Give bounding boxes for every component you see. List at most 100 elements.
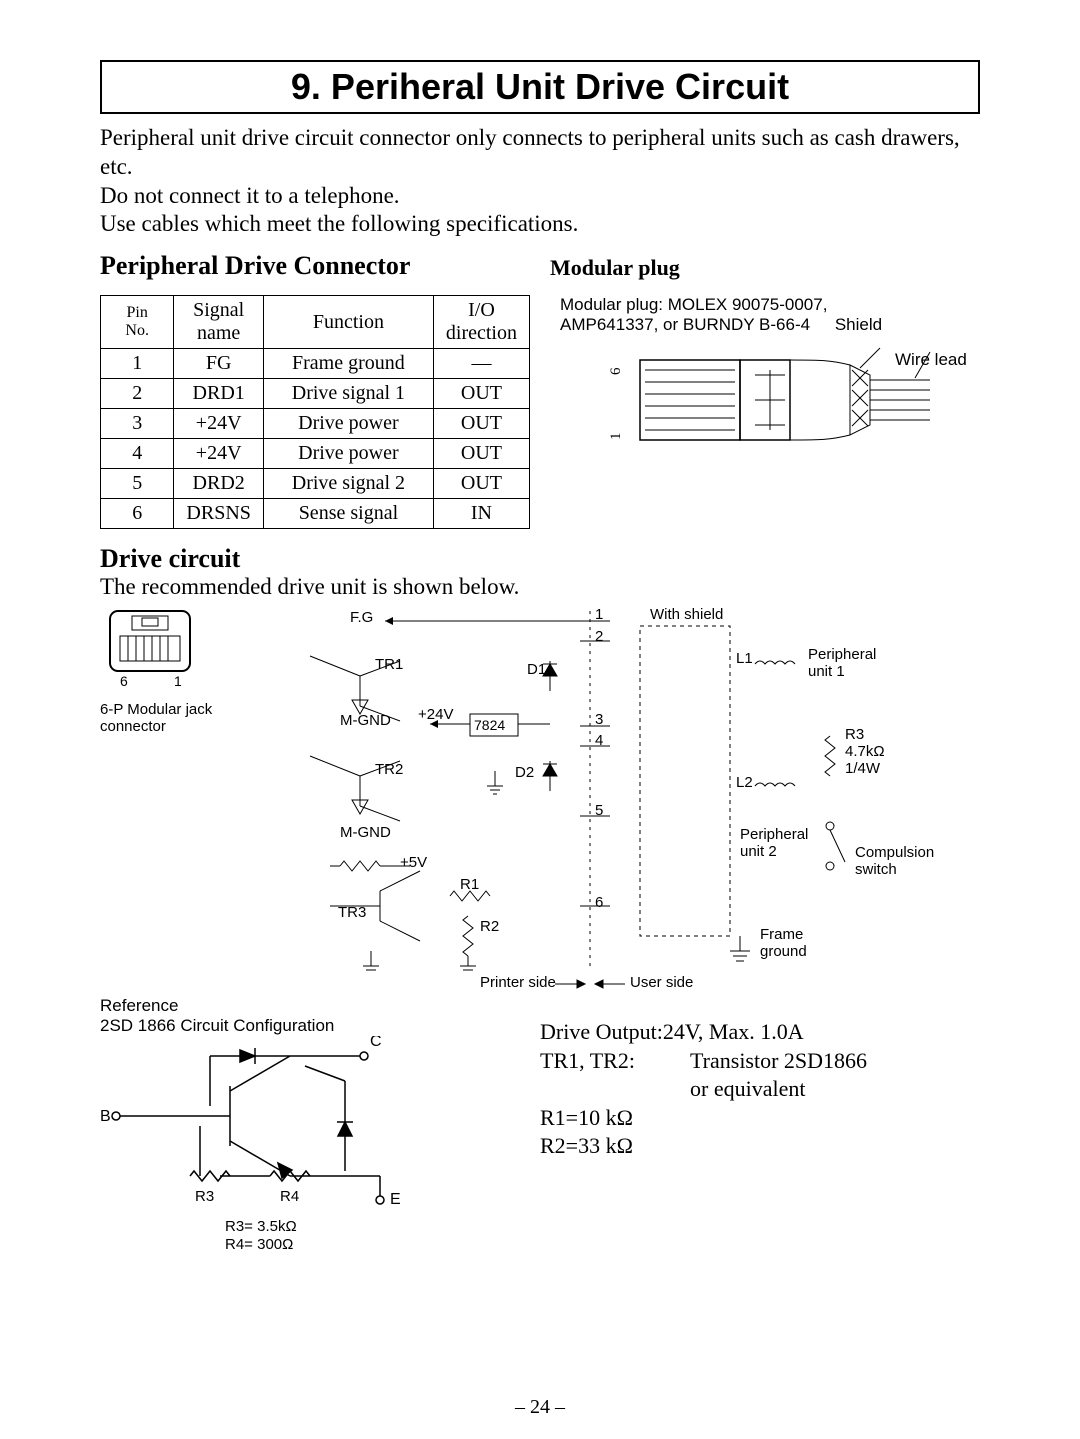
- table-plug-row: Pin No. Signalname Function I/Odirection…: [100, 295, 980, 529]
- cell-func: Drive signal 2: [263, 469, 433, 499]
- cell-signal: DRSNS: [174, 499, 263, 529]
- spec-r2: R2=33 kΩ: [540, 1132, 867, 1161]
- withshield-label: With shield: [650, 606, 723, 623]
- svg-text:6: 6: [120, 673, 128, 689]
- spec-tr-eq: or equivalent: [540, 1075, 867, 1104]
- pin-table: Pin No. Signalname Function I/Odirection…: [100, 295, 530, 529]
- spec-r1: R1=10 kΩ: [540, 1104, 867, 1133]
- cell-io: OUT: [433, 469, 529, 499]
- compulsion-label: Compulsionswitch: [855, 844, 934, 878]
- cell-pin: 5: [101, 469, 174, 499]
- svg-text:R3= 3.5kΩ: R3= 3.5kΩ: [225, 1218, 297, 1235]
- th-pin: Pin No.: [101, 296, 174, 349]
- chapter-title-box: 9. Periheral Unit Drive Circuit: [100, 60, 980, 114]
- plug-note: Modular plug: MOLEX 90075-0007, AMP64133…: [560, 295, 980, 336]
- plug-heading: Modular plug: [550, 255, 680, 281]
- num4-label: 4: [595, 732, 603, 749]
- frameground-label: Frameground: [760, 926, 807, 960]
- connector-heading: Peripheral Drive Connector: [100, 251, 520, 281]
- cell-func: Drive power: [263, 409, 433, 439]
- plug-num-6: 6: [608, 367, 624, 375]
- svg-text:B: B: [100, 1108, 111, 1125]
- reference-config: 2SD 1866 Circuit Configuration: [100, 1016, 334, 1035]
- svg-text:R4: R4: [280, 1188, 299, 1205]
- r3-label: R34.7kΩ1/4W: [845, 726, 885, 777]
- reference-block: Reference 2SD 1866 Circuit Configuration: [100, 996, 520, 1261]
- intro-p2: Do not connect it to a telephone.: [100, 182, 980, 211]
- cell-io: —: [433, 349, 529, 379]
- jack-connector-label: 6-P Modular jackconnector: [100, 701, 212, 735]
- num1-label: 1: [595, 606, 603, 623]
- table-row: 1 FG Frame ground —: [101, 349, 530, 379]
- tr1-label: TR1: [375, 656, 403, 673]
- table-row: 6 DRSNS Sense signal IN: [101, 499, 530, 529]
- mgnd1-label: M-GND: [340, 712, 391, 729]
- chapter-title: 9. Periheral Unit Drive Circuit: [291, 66, 789, 107]
- cell-func: Frame ground: [263, 349, 433, 379]
- peri2-label: Peripheralunit 2: [740, 826, 808, 860]
- spec-tr-v: Transistor 2SD1866: [690, 1048, 867, 1073]
- intro-p1: Peripheral unit drive circuit connector …: [100, 124, 980, 182]
- tr2-label: TR2: [375, 761, 403, 778]
- th-io: I/Odirection: [433, 296, 529, 349]
- spec-drive-output-v: 24V, Max. 1.0A: [663, 1019, 804, 1044]
- cell-io: OUT: [433, 379, 529, 409]
- th-func: Function: [263, 296, 433, 349]
- cell-pin: 6: [101, 499, 174, 529]
- num2-label: 2: [595, 628, 603, 645]
- th-signal: Signalname: [174, 296, 263, 349]
- tr3-label: TR3: [338, 904, 366, 921]
- svg-text:R3: R3: [195, 1188, 214, 1205]
- l1-label: L1: [736, 650, 753, 667]
- cell-func: Drive power: [263, 439, 433, 469]
- drive-heading: Drive circuit: [100, 544, 980, 574]
- intro-p3: Use cables which meet the following spec…: [100, 210, 980, 239]
- plug-note-l1: Modular plug: MOLEX 90075-0007,: [560, 295, 827, 314]
- drive-sub: The recommended drive unit is shown belo…: [100, 574, 980, 600]
- cell-func: Drive signal 1: [263, 379, 433, 409]
- cell-pin: 3: [101, 409, 174, 439]
- table-row: 3 +24V Drive power OUT: [101, 409, 530, 439]
- intro-text: Peripheral unit drive circuit connector …: [100, 124, 980, 239]
- cell-io: OUT: [433, 439, 529, 469]
- cell-signal: +24V: [174, 439, 263, 469]
- reference-heading: Reference: [100, 996, 520, 1016]
- bottom-row: Reference 2SD 1866 Circuit Configuration: [100, 996, 980, 1261]
- cell-pin: 4: [101, 439, 174, 469]
- peri1-label: Peripheralunit 1: [808, 646, 876, 680]
- cell-signal: DRD1: [174, 379, 263, 409]
- svg-text:C: C: [370, 1036, 382, 1050]
- cell-func: Sense signal: [263, 499, 433, 529]
- headings-row: Peripheral Drive Connector Modular plug: [100, 251, 980, 289]
- spec-drive-output-l: Drive Output:: [540, 1019, 663, 1044]
- table-row: 2 DRD1 Drive signal 1 OUT: [101, 379, 530, 409]
- drive-specs: Drive Output:24V, Max. 1.0A TR1, TR2:Tra…: [540, 1018, 867, 1161]
- d1-label: D1: [527, 661, 546, 678]
- d2-label: D2: [515, 764, 534, 781]
- table-row: 4 +24V Drive power OUT: [101, 439, 530, 469]
- cell-io: OUT: [433, 409, 529, 439]
- svg-text:1: 1: [174, 673, 182, 689]
- printer-side-label: Printer side: [480, 974, 556, 991]
- table-row: 5 DRD2 Drive signal 2 OUT: [101, 469, 530, 499]
- plug-num-1: 1: [608, 432, 624, 440]
- reference-circuit-svg: C B E R3 R4 R3= 3.5kΩ R4= 300Ω: [100, 1036, 460, 1256]
- mgnd2-label: M-GND: [340, 824, 391, 841]
- r1-label: R1: [460, 876, 479, 893]
- svg-text:R4= 300Ω: R4= 300Ω: [225, 1236, 293, 1253]
- num5-label: 5: [595, 802, 603, 819]
- v24-label: +24V: [418, 706, 453, 723]
- cell-pin: 1: [101, 349, 174, 379]
- num3-label: 3: [595, 711, 603, 728]
- user-side-label: User side: [630, 974, 693, 991]
- modular-plug-block: Modular plug: MOLEX 90075-0007, AMP64133…: [560, 295, 980, 505]
- num6-label: 6: [595, 894, 603, 911]
- fg-label: F.G: [350, 609, 373, 626]
- wire-lead-label: Wire lead: [895, 350, 1080, 370]
- v5-label: +5V: [400, 854, 427, 871]
- svg-text:E: E: [390, 1191, 401, 1208]
- drive-circuit-section: Drive circuit The recommended drive unit…: [100, 544, 980, 996]
- drive-diagram: 6 1: [100, 606, 980, 996]
- spec-tr-l: TR1, TR2:: [540, 1047, 690, 1076]
- page-number: – 24 –: [0, 1396, 1080, 1419]
